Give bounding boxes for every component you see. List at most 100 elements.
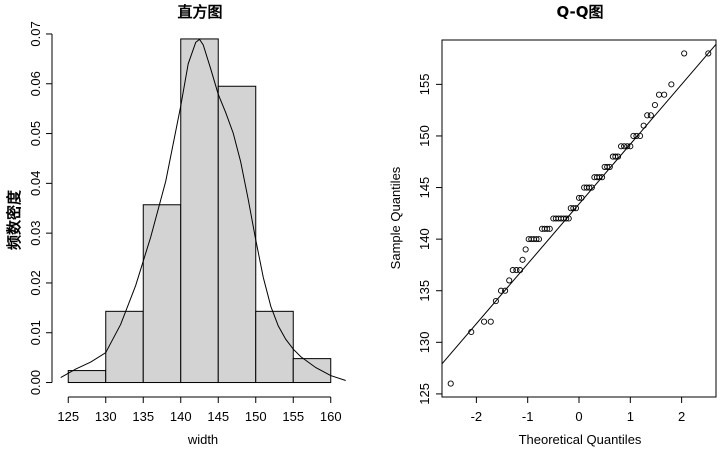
qq-point — [535, 236, 543, 243]
qq-point — [492, 297, 499, 305]
histogram-bar — [105, 310, 144, 384]
qq-point — [661, 91, 668, 98]
qq-point — [570, 205, 577, 212]
y-tick-label: 0.03 — [28, 220, 43, 245]
x-tick-label: 130 — [95, 409, 117, 424]
qq-y-axis: 125 130 135 140 145 150 155 — [417, 74, 442, 405]
qq-point — [621, 143, 628, 150]
x-tick-label: 160 — [320, 409, 342, 424]
x-tick-label: 0 — [575, 409, 582, 424]
y-tick-label: 155 — [417, 74, 432, 96]
qq-point — [604, 163, 611, 170]
histogram-x-axis: 125 130 135 140 145 150 155 160 — [57, 396, 342, 424]
qq-point — [522, 246, 529, 253]
x-tick-label: 1 — [627, 409, 634, 424]
y-tick-label: 0.02 — [28, 270, 43, 295]
qq-point — [644, 112, 651, 119]
qq-point — [516, 267, 524, 274]
histogram-y-label: 频数密度 — [5, 189, 23, 250]
x-tick-label: 155 — [282, 409, 304, 424]
qq-point — [544, 225, 551, 232]
qq-point — [596, 174, 603, 181]
y-tick-label: 0.07 — [28, 21, 43, 46]
qq-point — [630, 132, 637, 140]
qq-point — [705, 50, 712, 57]
qq-x-label: Theoretical Quantiles — [519, 432, 642, 447]
qq-point — [533, 236, 540, 243]
qq-point — [509, 267, 516, 274]
qq-y-label: Sample Quantiles — [388, 166, 403, 269]
y-tick-label: 150 — [417, 125, 432, 147]
qq-point — [647, 112, 654, 119]
qq-point — [624, 143, 631, 150]
y-tick-label: 135 — [417, 280, 432, 302]
y-tick-label: 130 — [417, 331, 432, 353]
qq-point — [519, 256, 526, 263]
histogram-bar — [217, 85, 257, 384]
qq-reference-line — [441, 43, 717, 365]
qq-point — [487, 318, 494, 325]
histogram-bar — [255, 310, 294, 384]
qq-point — [606, 163, 613, 170]
qq-point — [572, 205, 579, 212]
y-tick-label: 0.04 — [28, 171, 43, 196]
x-tick-label: -1 — [522, 409, 534, 424]
qq-point — [651, 101, 658, 109]
qq-point — [506, 277, 513, 284]
qq-x-axis: -2 -1 0 1 2 — [471, 397, 685, 424]
histogram-panel: 直方图 125 130 135 140 145 150 155 160 0.000.010.0… — [5, 3, 346, 447]
qq-title: Q-Q图 — [556, 3, 603, 21]
histogram-bars — [67, 38, 332, 384]
qq-point — [468, 328, 475, 336]
qq-point — [681, 50, 688, 57]
y-tick-label: 145 — [417, 177, 432, 199]
qq-point — [588, 184, 595, 191]
qq-reference-line-group — [441, 43, 717, 365]
qq-point — [565, 215, 572, 222]
qq-panel: Q-Q图 -2 -1 0 1 2 125 130 135 140 145 150 155 Theor… — [388, 3, 717, 447]
qq-point — [447, 380, 454, 387]
histogram-bar — [142, 204, 182, 384]
x-tick-label: 150 — [245, 409, 267, 424]
qq-point — [614, 153, 622, 160]
histogram-bar — [67, 370, 107, 384]
qq-plot-frame — [441, 39, 717, 398]
y-tick-label: 0.00 — [28, 370, 43, 395]
histogram-x-label: width — [187, 432, 218, 447]
qq-point — [618, 143, 625, 150]
qq-point — [668, 81, 675, 88]
qq-point — [513, 267, 520, 274]
qq-point — [586, 184, 593, 191]
qq-point — [627, 143, 634, 150]
histogram-y-axis: 0.00 0.01 0.02 0.03 0.04 0.05 0.06 0.07 — [28, 21, 53, 395]
qq-point — [578, 194, 585, 201]
x-tick-label: 140 — [170, 409, 192, 424]
y-tick-label: 140 — [417, 228, 432, 250]
x-tick-label: 2 — [678, 409, 685, 424]
histogram-title: 直方图 — [177, 3, 222, 21]
qq-point — [575, 194, 583, 201]
qq-point — [640, 122, 647, 129]
histogram-bar — [180, 38, 219, 384]
qq-point — [546, 225, 553, 232]
x-tick-label: 125 — [57, 409, 79, 424]
histogram-bar — [292, 358, 332, 384]
qq-point — [481, 318, 488, 325]
x-tick-label: 135 — [132, 409, 154, 424]
qq-point — [633, 132, 640, 140]
y-tick-label: 125 — [417, 383, 432, 405]
y-tick-label: 0.06 — [28, 71, 43, 96]
qq-point — [497, 287, 505, 294]
x-tick-label: 145 — [207, 409, 229, 424]
qq-point — [655, 91, 663, 98]
y-tick-label: 0.05 — [28, 121, 43, 146]
qq-point — [637, 132, 644, 140]
qq-points — [447, 50, 712, 387]
x-tick-label: -2 — [471, 409, 483, 424]
qq-point — [502, 287, 509, 294]
density-curve — [60, 38, 346, 381]
qq-point — [599, 174, 606, 181]
qq-point — [612, 153, 619, 160]
y-tick-label: 0.01 — [28, 320, 43, 345]
qq-point — [563, 215, 570, 222]
